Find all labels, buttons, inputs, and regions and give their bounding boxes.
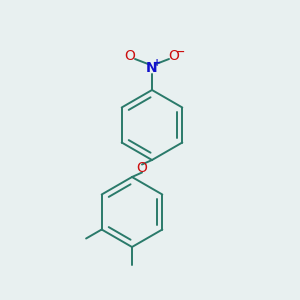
Text: +: + xyxy=(153,58,161,68)
Text: O: O xyxy=(124,49,135,63)
Text: O: O xyxy=(136,161,147,176)
Text: −: − xyxy=(176,47,186,57)
Text: N: N xyxy=(146,61,158,75)
Text: O: O xyxy=(169,49,179,63)
